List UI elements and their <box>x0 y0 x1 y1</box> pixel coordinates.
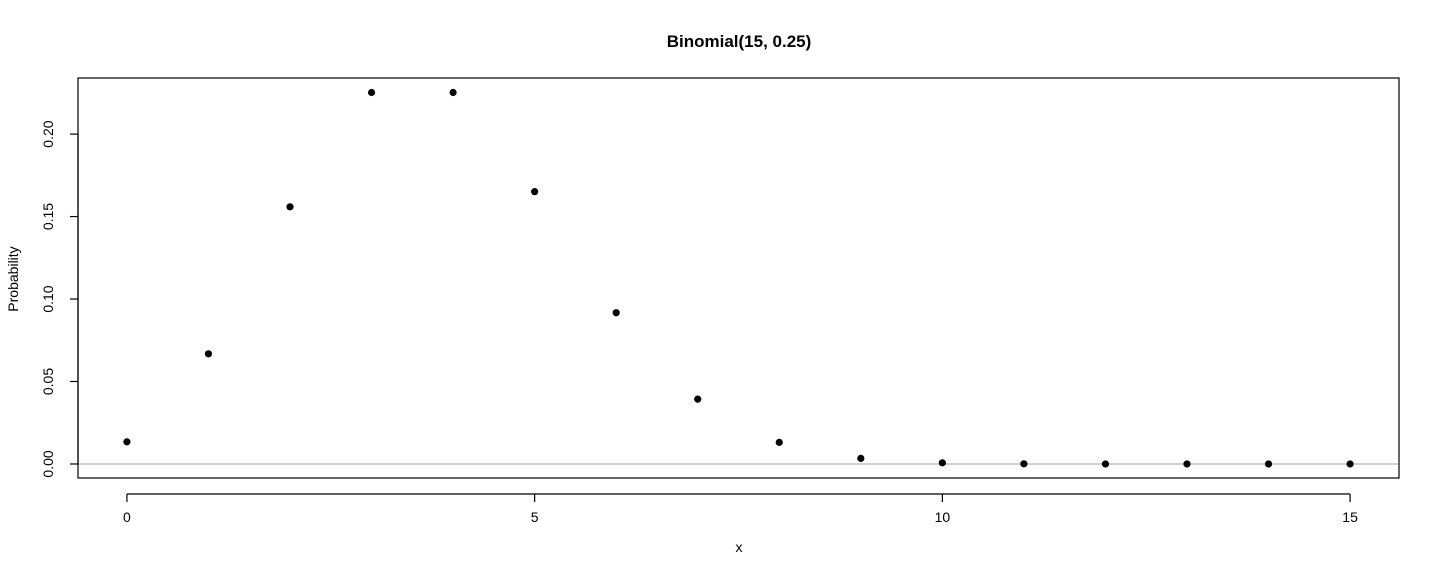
plot-frame <box>77 77 1400 479</box>
data-point <box>449 88 457 97</box>
y-tick-label: 0.10 <box>40 285 56 312</box>
x-tick-label: 15 <box>1342 509 1358 525</box>
data-point <box>694 395 702 403</box>
y-tick-label: 0.00 <box>40 450 56 477</box>
data-point <box>1101 460 1110 468</box>
y-axis-label: Probability <box>5 246 21 311</box>
plot-area: 0 5 10 15 0.00 0.05 0.10 0.15 0.20 <box>40 77 1400 525</box>
x-tick-label: 0 <box>123 509 131 525</box>
y-tick-label: 0.05 <box>40 368 56 395</box>
chart-title: Binomial(15, 0.25) <box>667 32 812 51</box>
data-point <box>612 309 620 317</box>
y-tick-label: 0.15 <box>40 203 56 230</box>
data-point <box>857 454 865 462</box>
data-point <box>531 188 539 196</box>
data-point <box>204 350 213 358</box>
y-tick-label: 0.20 <box>40 120 56 147</box>
data-point <box>775 438 783 446</box>
data-point <box>938 459 946 467</box>
data-point <box>1020 460 1028 468</box>
data-point <box>1346 460 1354 468</box>
x-tick-label: 5 <box>531 509 539 525</box>
x-tick-label: 10 <box>935 509 951 525</box>
data-point <box>123 438 131 446</box>
data-point <box>286 203 294 211</box>
data-point <box>1264 460 1273 468</box>
data-point <box>1183 460 1191 468</box>
x-axis-label: x <box>736 539 743 555</box>
data-point <box>367 88 376 97</box>
